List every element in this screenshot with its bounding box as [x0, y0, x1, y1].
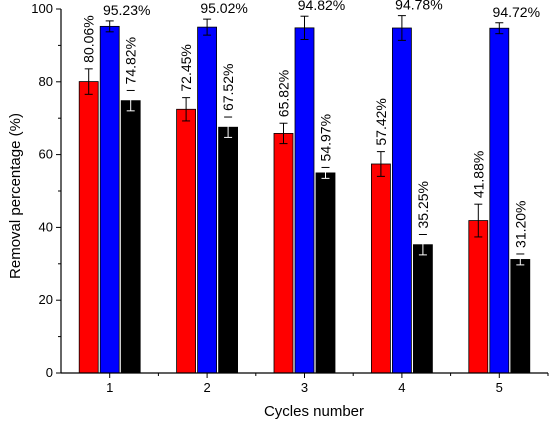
data-label-series1-cycle2: 72.45%: [178, 44, 194, 91]
y-tick-label-0: 0: [46, 365, 53, 380]
data-label-series2-cycle2: 95.02%: [200, 0, 247, 16]
error-bar-series1-cycle5: [474, 203, 483, 238]
error-bar-series3-cycle1: [126, 89, 135, 112]
data-labels-layer: 80.06% 95.23% 74.82% 72.45% 95.02% 67.52% 65.8…: [81, 0, 540, 248]
bar-series1-cycle1: [78, 81, 99, 374]
x-tick-label-2: 2: [203, 380, 210, 395]
data-label-series3-cycle3: 54.97%: [318, 114, 334, 161]
bar-series2-cycle3: [294, 27, 315, 374]
bar-series1-cycle2: [176, 108, 197, 374]
y-tick-label-80: 80: [39, 74, 53, 89]
data-label-series3-cycle5: 31.20%: [512, 200, 528, 247]
error-bar-series1-cycle2: [182, 97, 191, 122]
error-bar-series1-cycle4: [376, 151, 385, 177]
y-tick-label-60: 60: [39, 147, 53, 162]
error-bar-series2-cycle3: [300, 15, 309, 41]
x-axis-label: Cycles number: [264, 403, 364, 420]
data-label-series3-cycle2: 67.52%: [220, 64, 236, 111]
x-tick-label-5: 5: [496, 380, 503, 395]
y-tick-label-20: 20: [39, 292, 53, 307]
error-bar-series1-cycle1: [84, 68, 93, 95]
data-label-series1-cycle3: 65.82%: [276, 70, 292, 117]
y-axis-label: Removal percentage (%): [7, 113, 24, 279]
bar-series3-cycle1: [120, 100, 141, 374]
error-bar-series1-cycle3: [279, 122, 288, 145]
error-bar-series2-cycle1: [105, 20, 114, 33]
bar-series2-cycle2: [197, 26, 218, 374]
x-tick-label-4: 4: [398, 380, 405, 395]
error-bar-series3-cycle2: [224, 116, 233, 138]
data-label-series2-cycle3: 94.82%: [298, 0, 345, 13]
error-bar-series2-cycle4: [397, 15, 406, 41]
data-label-series1-cycle5: 41.88%: [470, 151, 486, 198]
error-bar-series3-cycle5: [516, 253, 525, 266]
bar-series1-cycle4: [370, 163, 391, 374]
axes-layer: 0 20 40 60 80 100 1 2 3 4 5: [31, 1, 549, 395]
bar-series3-cycle3: [315, 172, 336, 374]
bar-series3-cycle5: [510, 259, 531, 374]
error-bar-series2-cycle2: [203, 18, 212, 36]
y-tick-label-40: 40: [39, 219, 53, 234]
bar-series2-cycle4: [391, 27, 412, 374]
data-label-series3-cycle4: 35.25%: [415, 181, 431, 228]
bars-layer: [78, 15, 531, 374]
error-bar-series3-cycle4: [418, 233, 427, 256]
data-label-series2-cycle1: 95.23%: [103, 2, 150, 18]
data-label-series3-cycle1: 74.82%: [123, 37, 139, 84]
bar-series1-cycle3: [273, 133, 294, 374]
bar-series2-cycle5: [489, 27, 510, 374]
bar-series3-cycle4: [412, 244, 433, 374]
data-label-series1-cycle1: 80.06%: [81, 15, 97, 62]
y-tick-label-100: 100: [31, 1, 53, 16]
error-bar-series2-cycle5: [495, 22, 504, 35]
error-bar-series3-cycle3: [321, 166, 330, 179]
bar-series2-cycle1: [99, 25, 120, 374]
bar-series3-cycle2: [218, 126, 239, 374]
x-tick-label-3: 3: [301, 380, 308, 395]
data-label-series2-cycle5: 94.72%: [493, 4, 540, 20]
x-tick-label-1: 1: [106, 380, 113, 395]
data-label-series2-cycle4: 94.78%: [395, 0, 442, 13]
bar-series1-cycle5: [468, 220, 489, 374]
data-label-series1-cycle4: 57.42%: [373, 98, 389, 145]
